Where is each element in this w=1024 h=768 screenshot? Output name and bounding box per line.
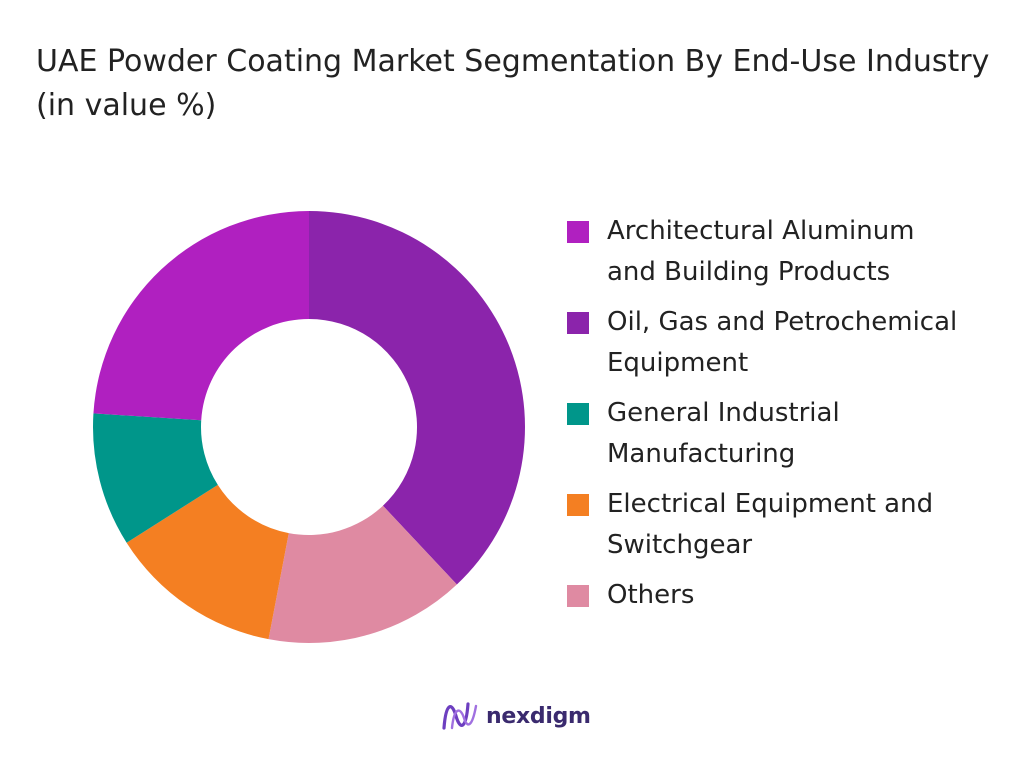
legend-label: Architectural Aluminum and Building Prod… bbox=[607, 216, 915, 287]
chart-legend: Architectural Aluminum and Building Prod… bbox=[567, 211, 1017, 625]
legend-swatch bbox=[567, 312, 589, 334]
legend-label: General Industrial Manufacturing bbox=[607, 398, 840, 469]
legend-swatch bbox=[567, 494, 589, 516]
brand-name: nexdigm bbox=[486, 703, 591, 729]
legend-item: Electrical Equipment and Switchgear bbox=[567, 484, 1017, 566]
legend-swatch bbox=[567, 585, 589, 607]
legend-swatch bbox=[567, 221, 589, 243]
legend-item: Oil, Gas and Petrochemical Equipment bbox=[567, 302, 1017, 384]
legend-item: Architectural Aluminum and Building Prod… bbox=[567, 211, 1017, 293]
chart-title: UAE Powder Coating Market Segmentation B… bbox=[36, 44, 990, 123]
donut-slice-general-industrial-manufacturing bbox=[93, 413, 218, 543]
legend-label: Others bbox=[607, 580, 695, 610]
nexdigm-logo-icon bbox=[442, 702, 478, 730]
legend-item: Others bbox=[567, 575, 1017, 616]
legend-label: Oil, Gas and Petrochemical Equipment bbox=[607, 307, 958, 378]
donut-slice-electrical-equipment-and-switchgear bbox=[126, 484, 289, 640]
legend-swatch bbox=[567, 403, 589, 425]
donut-slice-oil-gas-and-petrochemical-equipment bbox=[309, 211, 525, 585]
donut-slice-others bbox=[268, 505, 457, 644]
legend-label: Electrical Equipment and Switchgear bbox=[607, 489, 934, 560]
legend-item: General Industrial Manufacturing bbox=[567, 393, 1017, 475]
brand-logo: nexdigm bbox=[440, 696, 591, 736]
donut-slice-architectural-aluminum-and-building-products bbox=[93, 211, 309, 421]
